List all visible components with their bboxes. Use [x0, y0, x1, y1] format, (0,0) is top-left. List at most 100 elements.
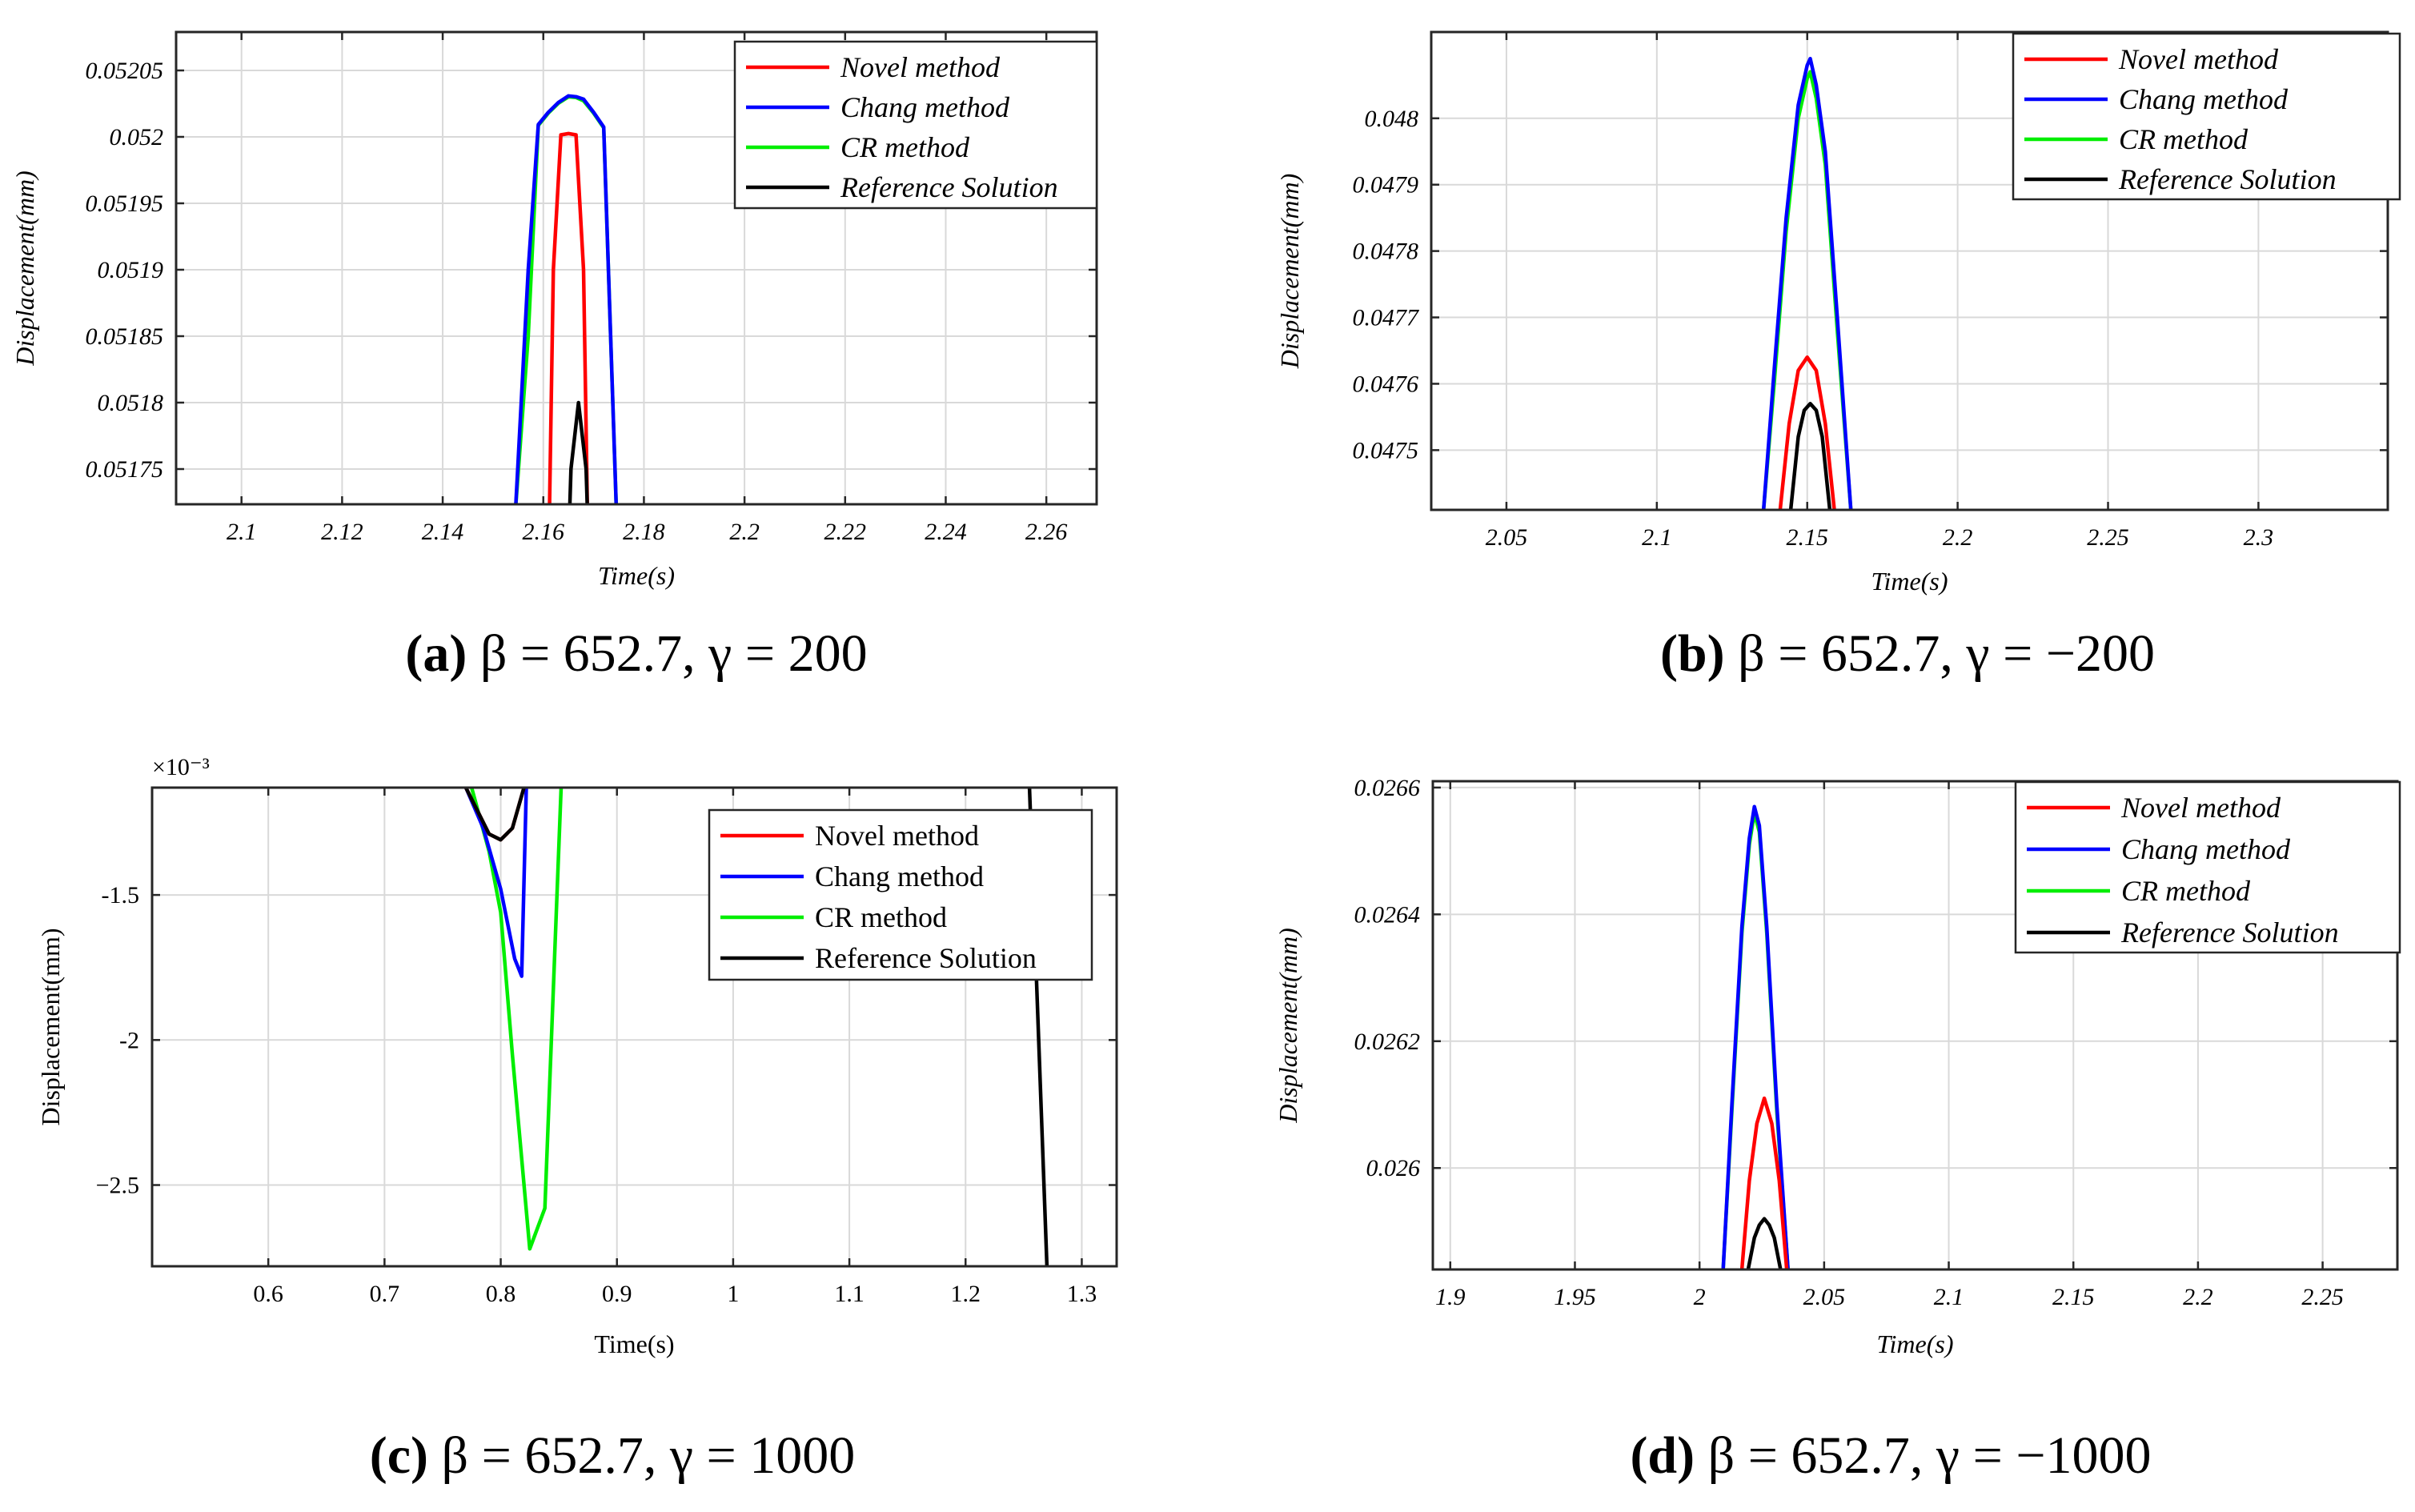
legend-box	[2014, 780, 2401, 954]
legend-box	[733, 40, 1098, 210]
caption-text: β = 652.7, γ = 1000	[428, 1426, 855, 1485]
y-axis-label: Displacement(mm)	[10, 170, 39, 366]
legend-label: CR method	[2121, 875, 2251, 907]
y-tick-label: 0.026	[1366, 1155, 1421, 1181]
legend-label: CR method	[2119, 123, 2249, 155]
series-group	[1721, 804, 1790, 1269]
series-line-novel-method	[548, 131, 589, 504]
x-tick-label: 2.12	[321, 519, 363, 545]
y-tick-label: 0.0475	[1353, 437, 1419, 463]
caption-text: β = 652.7, γ = 200	[467, 624, 867, 683]
caption-text: β = 652.7, γ = −1000	[1695, 1426, 2151, 1485]
x-tick-label: 0.7	[370, 1281, 400, 1307]
legend-label: Reference Solution	[815, 942, 1037, 974]
x-tick-label: 2.05	[1486, 524, 1528, 551]
x-tick-label: 2.14	[422, 519, 464, 545]
x-axis-label: Time(s)	[1871, 567, 1948, 596]
caption-label: (d)	[1630, 1426, 1695, 1485]
x-tick-label: 2.2	[1943, 524, 1973, 551]
legend: Novel method Chang method CR method Referen…	[708, 808, 1093, 981]
x-tick-label: 2.16	[522, 519, 564, 545]
x-tick-label: 2.15	[1786, 524, 1828, 551]
y-tick-label: 0.05175	[86, 456, 164, 483]
axes-frame	[1431, 780, 2399, 1271]
series-group	[514, 94, 619, 504]
series-line-reference-solution	[1746, 1217, 1783, 1269]
x-tick-label: 2.1	[227, 519, 257, 545]
x-tick-label: 0.9	[602, 1281, 632, 1307]
series-line-reference-solution	[1788, 402, 1832, 510]
y-tick-label: -1.5	[102, 882, 140, 908]
series-line-novel-method	[1778, 355, 1836, 510]
legend-label: Reference Solution	[2118, 163, 2337, 195]
y-axis-label: Displacement(mm)	[1275, 174, 1304, 369]
caption-label: (a)	[405, 624, 467, 683]
x-tick-label: 2.2	[729, 519, 760, 545]
caption-label: (b)	[1660, 624, 1725, 683]
panel-b: 2.05 2.1 2.15 2.2 2.25 2.3 0.0475 0.0476 0.0477 0…	[1275, 30, 2401, 683]
series-line-chang-method	[514, 94, 619, 504]
series-line-reference-solution	[568, 400, 589, 504]
series-line-novel-method	[1739, 1096, 1789, 1269]
x-tick-label: 2.24	[925, 519, 967, 545]
legend-label: Reference Solution	[840, 171, 1058, 203]
x-tick-label: 2.05	[1803, 1284, 1846, 1310]
x-tick-label: 2.15	[2052, 1284, 2095, 1310]
legend-label: Novel method	[2118, 43, 2279, 75]
caption-label: (c)	[370, 1426, 428, 1485]
legend-label: Novel method	[2120, 792, 2281, 824]
y-tick-label: 0.0479	[1353, 172, 1419, 199]
y-axis-label: Displacement(mm)	[1274, 928, 1302, 1123]
x-tick-label: 2.18	[623, 519, 665, 545]
y-tick-label: 0.0477	[1353, 305, 1421, 331]
legend-label: Novel method	[840, 51, 1001, 83]
y-exponent-label: ×10⁻³	[152, 754, 210, 780]
x-tick-label: 1.3	[1067, 1281, 1097, 1307]
series-line-reference-solution	[463, 788, 526, 842]
x-tick-label: 0.8	[486, 1281, 516, 1307]
x-axis-label: Time(s)	[598, 561, 675, 590]
axes-frame	[175, 30, 1098, 506]
x-tick-label: 1.2	[951, 1281, 981, 1307]
caption-text: β = 652.7, γ = −200	[1725, 624, 2155, 683]
legend: Novel method Chang method CR method Referen…	[2014, 780, 2401, 954]
y-tick-label: 0.0476	[1353, 371, 1419, 397]
x-tick-label: 1.95	[1554, 1284, 1596, 1310]
y-tick-label: 0.0264	[1354, 901, 1421, 928]
y-tick-label: 0.0262	[1354, 1029, 1421, 1055]
x-tick-label: 1.9	[1435, 1284, 1466, 1310]
legend-label: CR method	[815, 901, 947, 933]
legend-box	[2012, 32, 2401, 201]
y-tick-label: 0.0478	[1353, 239, 1419, 265]
legend-label: Chang method	[815, 860, 984, 892]
x-tick-label: 2.25	[2301, 1284, 2344, 1310]
series-line-chang-method	[1721, 804, 1790, 1269]
x-tick-label: 2.3	[2244, 524, 2274, 551]
series-group	[463, 788, 1049, 1266]
x-axis-label: Time(s)	[1877, 1330, 1954, 1358]
legend-label: Reference Solution	[2120, 916, 2339, 949]
y-tick-label: 0.0519	[98, 257, 164, 283]
panel-caption: (b) β = 652.7, γ = −200	[1660, 624, 2155, 683]
y-tick-label: 0.05205	[86, 58, 164, 84]
series-line-chang-method	[463, 788, 528, 978]
y-axis-label: Displacement(mm)	[36, 928, 65, 1125]
panel-caption: (c) β = 652.7, γ = 1000	[370, 1426, 855, 1485]
legend-box	[708, 808, 1093, 981]
y-tick-label: −2.5	[96, 1173, 139, 1199]
x-tick-label: 2.1	[1934, 1284, 1964, 1310]
x-tick-label: 0.6	[253, 1281, 283, 1307]
y-tick-label: 0.052	[110, 124, 164, 150]
legend: Novel method Chang method CR method Referen…	[733, 40, 1098, 210]
panel-caption: (a) β = 652.7, γ = 200	[405, 624, 867, 683]
y-tick-label: 0.048	[1365, 106, 1419, 132]
legend-label: CR method	[840, 131, 970, 163]
x-tick-label: 2.22	[824, 519, 867, 545]
x-tick-label: 2.1	[1642, 524, 1672, 551]
x-tick-label: 1.1	[834, 1281, 865, 1307]
panel-a: 2.1 2.12 2.14 2.16 2.18 2.2 2.22 2.24 2.26 0.0517…	[10, 30, 1098, 683]
legend-label: Novel method	[815, 820, 979, 852]
legend: Novel method Chang method CR method Referen…	[2012, 32, 2401, 201]
x-tick-label: 2.25	[2087, 524, 2129, 551]
